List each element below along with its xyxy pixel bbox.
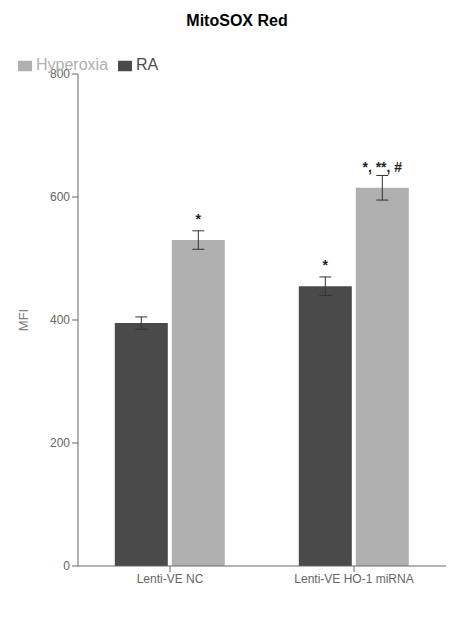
- svg-text:0: 0: [63, 559, 70, 573]
- svg-text:200: 200: [50, 436, 70, 450]
- svg-text:Lenti-VE NC: Lenti-VE NC: [137, 572, 204, 586]
- svg-text:400: 400: [50, 313, 70, 327]
- svg-text:Lenti-VE HO-1 miRNA: Lenti-VE HO-1 miRNA: [294, 572, 413, 586]
- svg-text:*: *: [323, 257, 329, 273]
- svg-text:*: *: [196, 211, 202, 227]
- svg-text:MFI: MFI: [16, 309, 31, 331]
- svg-text:*, **, #: *, **, #: [362, 159, 402, 175]
- svg-text:800: 800: [50, 67, 70, 81]
- svg-text:600: 600: [50, 190, 70, 204]
